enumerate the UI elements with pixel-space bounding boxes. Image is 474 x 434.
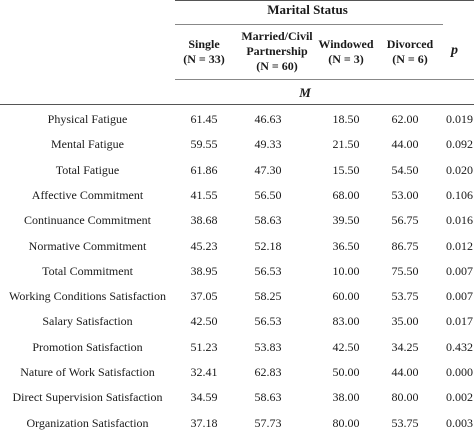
column-header-divorced: Divorced (N = 6) [378,37,442,67]
body-rule [0,104,474,105]
table-cell: 51.23 [190,340,218,354]
table-cell: 58.63 [254,213,282,227]
table-cell: 58.63 [254,390,282,404]
table-cell: 80.00 [391,390,419,404]
table-cell: 58.25 [254,289,282,303]
table-cell: 38.95 [190,264,218,278]
row-label: Continuance Commitment [24,213,151,227]
column-header-line: Partnership [246,44,308,58]
table-cell: 44.00 [391,365,419,379]
p-value-cell: 0.003 [446,416,473,430]
table-cell: 39.50 [332,213,360,227]
group-rule [175,24,443,25]
row-label: Direct Supervision Satisfaction [12,390,163,404]
table-cell: 36.50 [332,239,360,253]
table-cell: 15.50 [332,163,360,177]
table-cell: 56.75 [391,213,419,227]
p-value-header: p [451,43,458,58]
column-header-line: (N = 60) [256,59,298,73]
column-header-line: Divorced [386,37,434,51]
table-cell: 32.41 [190,365,218,379]
p-value-cell: 0.007 [446,264,473,278]
row-label: Promotion Satisfaction [32,340,143,354]
table-cell: 42.50 [190,314,218,328]
column-header-line: Married/Civil [241,29,313,43]
table-cell: 34.25 [391,340,419,354]
column-header-line: Windowed [318,37,374,51]
column-header-line: (N = 3) [328,52,364,66]
table-cell: 37.18 [190,416,218,430]
table-cell: 50.00 [332,365,360,379]
table-cell: 47.30 [254,163,282,177]
table-cell: 68.00 [332,188,360,202]
top-rule [175,0,474,1]
row-label: Total Fatigue [55,163,120,177]
row-label: Working Conditions Satisfaction [8,289,167,303]
table-cell: 42.50 [332,340,360,354]
table-cell: 52.18 [254,239,282,253]
table-cell: 35.00 [391,314,419,328]
row-label: Total Commitment [42,264,133,278]
table-cell: 53.75 [391,289,419,303]
table-cell: 75.50 [391,264,419,278]
table-cell: 62.83 [254,365,282,379]
p-value-cell: 0.007 [446,289,473,303]
table-cell: 41.55 [190,188,218,202]
table-cell: 56.53 [254,264,282,278]
row-label: Affective Commitment [31,188,144,202]
table-cell: 44.00 [391,137,419,151]
row-label: Mental Fatigue [51,137,124,151]
header-rule [175,79,474,80]
p-value-cell: 0.020 [446,163,473,177]
table-cell: 60.00 [332,289,360,303]
table-cell: 61.45 [190,112,218,126]
p-value-cell: 0.000 [446,365,473,379]
p-value-cell: 0.002 [446,390,473,404]
table-cell: 53.83 [254,340,282,354]
column-header-line: Single [188,37,220,51]
table-cell: 86.75 [391,239,419,253]
table-cell: 10.00 [332,264,360,278]
table-cell: 38.00 [332,390,360,404]
mean-label: M [299,85,311,100]
p-value-cell: 0.016 [446,213,473,227]
row-label: Nature of Work Satisfaction [20,365,155,379]
table-cell: 62.00 [391,112,419,126]
table-cell: 37.05 [190,289,218,303]
column-header-line: (N = 33) [183,52,225,66]
table-cell: 53.75 [391,416,419,430]
row-label: Organization Satisfaction [26,416,149,430]
table-cell: 57.73 [254,416,282,430]
table-cell: 56.50 [254,188,282,202]
table-cell: 56.53 [254,314,282,328]
p-value-cell: 0.432 [446,340,473,354]
p-value-cell: 0.012 [446,239,473,253]
row-label: Normative Commitment [28,239,147,253]
table-cell: 49.33 [254,137,282,151]
table-cell: 59.55 [190,137,218,151]
table-cell: 21.50 [332,137,360,151]
table-cell: 45.23 [190,239,218,253]
group-title: Marital Status [267,2,348,17]
p-value-cell: 0.092 [446,137,473,151]
p-value-cell: 0.019 [446,112,473,126]
table-cell: 18.50 [332,112,360,126]
column-header-line: (N = 6) [392,52,428,66]
column-header-married: Married/Civil Partnership (N = 60) [236,29,318,74]
p-value-cell: 0.106 [446,188,473,202]
row-label: Salary Satisfaction [42,314,133,328]
table-cell: 61.86 [190,163,218,177]
table-cell: 54.50 [391,163,419,177]
table-cell: 38.68 [190,213,218,227]
p-value-cell: 0.017 [446,314,473,328]
row-label: Physical Fatigue [47,112,128,126]
column-header-single: Single (N = 33) [172,37,236,67]
table-cell: 46.63 [254,112,282,126]
table-cell: 34.59 [190,390,218,404]
table-cell: 83.00 [332,314,360,328]
table-cell: 53.00 [391,188,419,202]
table-cell: 80.00 [332,416,360,430]
column-header-windowed: Windowed (N = 3) [314,37,378,67]
